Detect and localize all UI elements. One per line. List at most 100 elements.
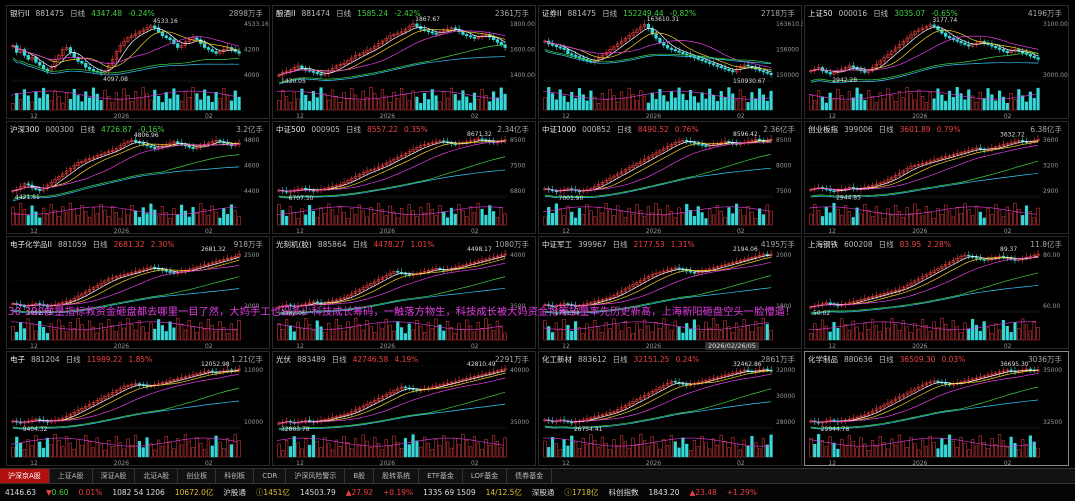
market-tab[interactable]: 创业板 — [178, 469, 217, 483]
volume-bar — [373, 332, 377, 341]
volume-bar — [742, 215, 746, 226]
market-tab[interactable]: 沪深京A股 — [0, 469, 50, 483]
market-tab[interactable]: 北证A股 — [135, 469, 179, 483]
x-tick-label: 12 — [828, 113, 836, 120]
chart-panel[interactable]: 中证军工 399967 日线 2177.53 1.31% 4195万手 2194.06 173… — [538, 236, 802, 350]
chart-panel[interactable]: 沪深300 000300 日线 4726.87 -0.16% 3.2亿手 4806.96 44… — [6, 121, 270, 235]
volume-bar — [820, 96, 825, 111]
chart-panel[interactable]: 创业板指 399006 日线 3601.89 0.79% 6.38亿手 3632.72 294… — [804, 121, 1069, 235]
ma-line — [278, 56, 506, 85]
chart-panel[interactable]: 上证50 000016 日线 3035.07 -0.65% 4196万手 3177.74 29… — [804, 5, 1069, 120]
volume-bar — [503, 437, 507, 458]
candle-body — [612, 294, 616, 298]
volume-bar — [1009, 436, 1013, 458]
volume-bar — [141, 326, 145, 341]
volume-bar — [191, 326, 195, 341]
volume-bar — [296, 218, 300, 226]
volume-bar — [137, 216, 142, 226]
candle-body — [573, 54, 578, 57]
volume-bar — [315, 97, 319, 111]
market-tab[interactable]: 上证A股 — [50, 469, 93, 483]
market-tab[interactable]: 债券基金 — [507, 469, 553, 483]
candle-body — [346, 60, 350, 64]
volume-bar — [399, 327, 404, 341]
candle-body — [658, 387, 662, 390]
sh-connect-label[interactable]: 沪股通 — [223, 488, 246, 497]
market-tab[interactable]: ETF基金 — [419, 469, 463, 483]
chart-panel[interactable]: 上海钢铁 600208 日线 83.95 2.28% 11.8亿手 89.37 50.02 80… — [804, 236, 1069, 350]
panel-price: 83.95 — [899, 240, 922, 249]
volume-bar — [407, 100, 411, 111]
chart-panel[interactable]: 证券II 881475 日线 152249.44 -0.82% 2718万手 163610.… — [538, 5, 803, 120]
candle-body — [711, 267, 716, 270]
candle-body — [727, 140, 731, 143]
volume-bar — [543, 216, 547, 226]
volume-bar — [415, 440, 419, 458]
y-tick-label: 7500 — [776, 188, 791, 195]
candle-body — [731, 372, 735, 375]
candle-body — [886, 54, 890, 58]
volume-bar — [430, 449, 434, 458]
chart-panel[interactable]: 电子化学品II 881059 日线 2681.32 2.30% 918万手 2681.32 2… — [6, 236, 270, 350]
volume-bar — [596, 103, 601, 111]
candle-body — [878, 60, 882, 65]
market-tab[interactable]: 深证A股 — [93, 469, 136, 483]
chart-panel[interactable]: 中证1000 000852 日线 8490.52 0.76% 2.36亿手 8596.42 7… — [538, 121, 802, 235]
chart-panel[interactable]: 中证500 000905 日线 8557.22 0.35% 2.34亿手 8671.32 67… — [272, 121, 536, 235]
candle-body — [997, 255, 1002, 258]
volume-bar — [218, 321, 222, 341]
chart-panel[interactable]: 光伏 883489 日线 42746.58 4.19% 2291万手 42810.49 328… — [272, 351, 536, 467]
candle-body — [639, 397, 643, 400]
volume-bar — [438, 205, 442, 226]
candle-body — [68, 168, 73, 172]
chart-panel[interactable]: 化工新材 883612 日线 32151.25 0.24% 2861万手 32462.86 2… — [538, 351, 802, 467]
chart-panel[interactable]: 光刻机(胶) 885864 日线 4478.27 1.01% 1080万手 4498.17 3… — [272, 236, 536, 350]
candle-body — [18, 186, 23, 190]
volume-bar — [547, 207, 551, 226]
volume-bar — [994, 204, 998, 226]
candle-body — [867, 70, 871, 73]
volume-bar — [573, 98, 578, 111]
volume-bar — [218, 217, 222, 226]
volume-bar — [963, 322, 967, 341]
volume-bar — [1028, 211, 1032, 226]
volume-bar — [940, 438, 944, 458]
chart-panel[interactable]: 化学制品 880636 日线 36509.30 0.03% 3036万手 36695.30 2… — [804, 351, 1069, 467]
volume-bar — [665, 205, 670, 226]
chart-panel[interactable]: 酿酒II 881474 日线 1585.24 -2.42% 2361万手 1867.67 14… — [272, 5, 536, 120]
volume-bar — [126, 94, 130, 111]
volume-bar — [1005, 325, 1009, 341]
market-tab[interactable]: 股转系统 — [374, 469, 420, 483]
kc-index-label[interactable]: 科创指数 — [608, 488, 639, 497]
candle-body — [422, 271, 427, 273]
volume-bar — [746, 206, 750, 226]
market-tab[interactable]: 科创板 — [216, 469, 255, 483]
volume-bar — [84, 91, 88, 111]
candle-body — [442, 30, 446, 33]
market-tab[interactable]: CDR — [254, 469, 287, 483]
x-tick-label: 2026 — [646, 343, 661, 350]
candle-body — [453, 266, 457, 269]
candle-body — [570, 53, 574, 56]
volume-bar — [210, 445, 214, 458]
volume-bar — [809, 213, 813, 226]
market-tab[interactable]: LOF基金 — [463, 469, 508, 483]
chart-panel[interactable]: 电子 881204 日线 11989.22 1.85% 1.21亿手 12052.98 940… — [6, 351, 270, 467]
volume-bar — [30, 324, 34, 341]
candle-body — [731, 70, 735, 73]
volume-bar — [53, 434, 57, 458]
sz-connect-label[interactable]: 深股通 — [531, 488, 555, 497]
volume-bar — [994, 100, 998, 111]
volume-bar — [168, 98, 172, 111]
candle-body — [222, 259, 226, 261]
candle-body — [503, 44, 507, 48]
volume-bar — [840, 438, 844, 458]
volume-bar — [346, 321, 350, 341]
market-tab[interactable]: 沪深风险警示 — [286, 469, 346, 483]
volume-bar — [365, 320, 369, 341]
candle-body — [665, 382, 670, 386]
candle-body — [940, 157, 944, 160]
market-tab[interactable]: B股 — [345, 469, 375, 483]
chart-panel[interactable]: 银行II 881475 日线 4347.48 -0.24% 2898万手 4533.16 40… — [6, 5, 270, 120]
